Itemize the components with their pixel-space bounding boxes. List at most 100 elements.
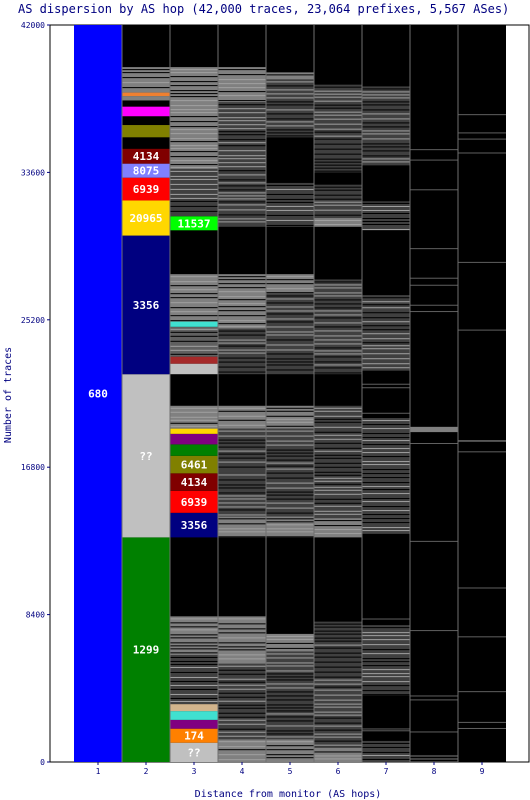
segment-stripe-hop6 <box>314 161 362 163</box>
segment-hop5-8 <box>266 182 314 227</box>
segment-stripe-hop4 <box>218 669 266 671</box>
segment-stripe-hop7 <box>362 482 410 484</box>
segment-stripe-hop6 <box>314 167 362 169</box>
segment-stripe-hop7 <box>362 758 410 760</box>
segment-stripe-hop4 <box>218 189 266 191</box>
segment-hop4-5 <box>218 428 266 473</box>
segment-stripe-hop6 <box>314 281 362 283</box>
column-grid <box>121 25 459 762</box>
segment-stripe-hop7 <box>362 437 410 439</box>
segment-stripe-hop7 <box>362 91 410 93</box>
segment-stripe-hop3 <box>170 637 218 639</box>
segment-stripe-hop6 <box>314 751 362 753</box>
segment-stripe-hop5 <box>266 331 314 333</box>
segment-hop7-4 <box>362 203 410 231</box>
segment-stripe-hop6 <box>314 717 362 719</box>
segment-stripe-hop5 <box>266 415 314 417</box>
segment-stripe-hop6 <box>314 123 362 125</box>
segment-label-hop3: 3356 <box>181 519 208 532</box>
segment-stripe-hop7 <box>362 681 410 683</box>
segment-hop4-0 <box>218 739 266 762</box>
segment-stripe-hop6 <box>314 314 362 316</box>
segment-stripe-hop3 <box>170 178 218 180</box>
trace-line-hop8 <box>410 443 458 445</box>
segment-stripe-hop7 <box>362 676 410 678</box>
segment-stripe-hop5 <box>266 410 314 412</box>
segment-stripe-hop4 <box>218 218 266 220</box>
segment-hop3-1 <box>170 728 218 743</box>
segment-stripe-hop5 <box>266 472 314 474</box>
segment-stripe-hop5 <box>266 757 314 759</box>
segment-stripe-hop6 <box>314 683 362 685</box>
segment-stripe-hop6 <box>314 86 362 88</box>
segment-stripe-hop3 <box>170 297 218 299</box>
segment-stripe-hop4 <box>218 759 266 761</box>
segment-stripe-hop4 <box>218 185 266 187</box>
segment-stripe-hop4 <box>218 108 266 110</box>
trace-line-hop7 <box>362 412 410 414</box>
segment-stripe-hop6 <box>314 198 362 200</box>
chart-title: AS dispersion by AS hop (42,000 traces, … <box>18 2 509 16</box>
x-tick-label: 6 <box>336 767 341 776</box>
segment-stripe-hop4 <box>218 673 266 675</box>
segment-stripe-hop3 <box>170 188 218 190</box>
segment-stripe-hop7 <box>362 498 410 500</box>
segment-label-hop2: 8075 <box>133 165 160 178</box>
segment-stripe-hop6 <box>314 637 362 639</box>
segment-stripe-hop3 <box>170 160 218 162</box>
segment-stripe-hop4 <box>218 170 266 172</box>
segment-stripe-hop3 <box>170 302 218 304</box>
segment-stripe-hop6 <box>314 201 362 203</box>
segment-stripe-hop3 <box>170 697 218 699</box>
segment-stripe-hop4 <box>218 474 266 476</box>
segment-stripe-hop4 <box>218 134 266 136</box>
segment-stripe-hop3 <box>170 197 218 199</box>
segment-stripe-hop3 <box>170 315 218 317</box>
segment-stripe-hop3 <box>170 688 218 690</box>
segment-stripe-hop5 <box>266 318 314 320</box>
trace-line-hop9 <box>458 721 506 723</box>
segment-stripe-hop5 <box>266 653 314 655</box>
segment-stripe-hop3 <box>170 425 218 427</box>
segment-stripe-hop4 <box>218 145 266 147</box>
segment-stripe-hop7 <box>362 146 410 148</box>
segment-stripe-hop7 <box>362 639 410 641</box>
segment-stripe-hop2 <box>122 69 170 71</box>
segment-stripe-hop5 <box>266 279 314 281</box>
segment-stripe-hop6 <box>314 630 362 632</box>
segment-stripe-hop6 <box>314 498 362 500</box>
segment-stripe-hop5 <box>266 730 314 732</box>
segment-hop2-10 <box>122 106 170 117</box>
segment-stripe-hop4 <box>218 754 266 756</box>
segment-stripe-hop5 <box>266 487 314 489</box>
segment-stripe-hop3 <box>170 416 218 418</box>
segment-stripe-hop5 <box>266 713 314 715</box>
trace-line-hop9 <box>458 691 506 693</box>
segment-stripe-hop4 <box>218 731 266 733</box>
segment-stripe-hop5 <box>266 407 314 409</box>
segment-stripe-hop7 <box>362 363 410 365</box>
segment-stripe-hop6 <box>314 194 362 196</box>
segment-stripe-hop7 <box>362 527 410 529</box>
segment-stripe-hop6 <box>314 758 362 760</box>
segment-stripe-hop6 <box>314 148 362 150</box>
trace-line-hop8 <box>410 731 458 733</box>
segment-stripe-hop7 <box>362 138 410 140</box>
segment-stripe-hop3 <box>170 328 218 330</box>
y-tick-label: 25200 <box>21 316 45 325</box>
segment-hop2-14 <box>122 67 170 93</box>
trace-line-hop9 <box>458 587 506 589</box>
segment-stripe-hop7 <box>362 228 410 230</box>
segment-stripe-hop6 <box>314 438 362 440</box>
segment-stripe-hop4 <box>218 339 266 341</box>
segment-hop6-5 <box>314 218 362 227</box>
segment-stripe-hop6 <box>314 90 362 92</box>
segment-stripe-hop6 <box>314 513 362 515</box>
segment-stripe-hop5 <box>266 364 314 366</box>
segment-stripe-hop4 <box>218 276 266 278</box>
segment-hop5-5 <box>266 405 314 429</box>
segment-stripe-hop7 <box>362 304 410 306</box>
segment-hop3-9 <box>170 473 218 491</box>
segment-stripe-hop5 <box>266 358 314 360</box>
segment-stripe-hop6 <box>314 699 362 701</box>
